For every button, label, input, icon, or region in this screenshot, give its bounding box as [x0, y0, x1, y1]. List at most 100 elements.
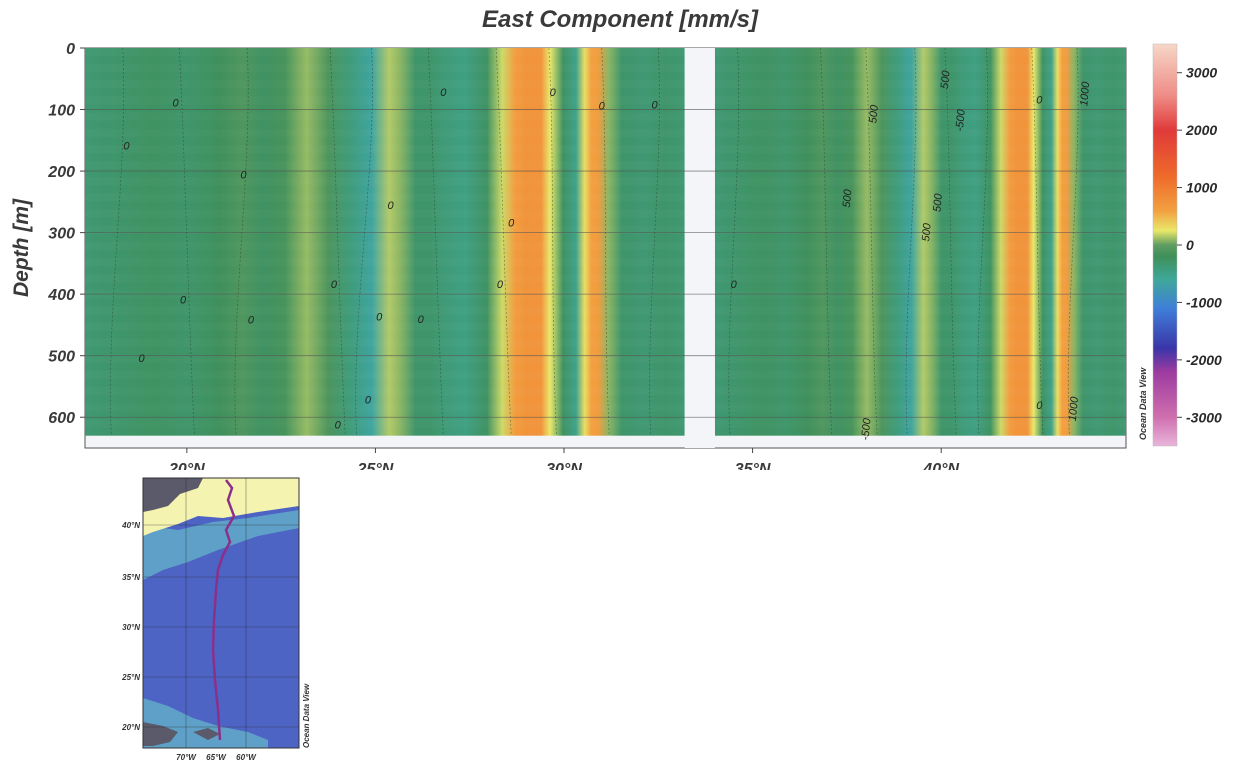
map-gridlines — [143, 478, 299, 748]
plot-area: 0 0 0 0 0 0 0 0 0 0 0 0 0 0 0 0 0 0 0 0 0 1000 1000 500 500 500 -5… — [84, 47, 1127, 449]
colorbar-bar — [1152, 43, 1178, 447]
contour-label: 0 — [1036, 94, 1043, 106]
contour-label: 0 — [387, 200, 394, 212]
map-slope-band — [143, 510, 299, 580]
colorbar-ticks: 3000 2000 1000 0 -1000 -2000 -3000 — [1177, 65, 1222, 425]
contour-line — [1067, 47, 1079, 436]
section-texture-band — [85, 161, 1126, 169]
contour-line — [355, 47, 373, 436]
depth-gridlines — [85, 109, 1126, 418]
colorbar-tick-label: 2000 — [1185, 122, 1217, 138]
contour-line — [427, 47, 444, 436]
contour-label: 500 — [939, 69, 953, 89]
section-texture-band — [85, 371, 1126, 379]
contour-label: 0 — [1036, 400, 1043, 412]
contour-label: 500 — [867, 104, 881, 124]
data-gap — [684, 48, 715, 448]
contour-lines — [110, 47, 1079, 436]
section-block-west — [85, 48, 685, 436]
plot-watermark: Ocean Data View — [1138, 367, 1148, 440]
contour-label: 0 — [248, 315, 255, 327]
section-texture-band — [85, 420, 1126, 428]
section-texture-band — [85, 145, 1126, 153]
map-lat-label: 20°N — [121, 723, 140, 732]
section-texture-band — [85, 403, 1126, 411]
section-texture-band — [85, 129, 1126, 137]
section-texture-band — [85, 323, 1126, 331]
x-tick-label: 40°N — [922, 461, 959, 470]
chart-title: East Component [mm/s] — [482, 6, 759, 33]
x-tick-label: 20°N — [168, 461, 205, 470]
contour-label: 0 — [550, 87, 557, 99]
contour-line — [329, 47, 346, 436]
map-latitude-ticks: 40°N 35°N 30°N 25°N 20°N — [121, 521, 140, 732]
contour-label: 0 — [365, 395, 372, 407]
y-tick-label: 500 — [48, 349, 75, 366]
section-block-east — [714, 48, 1126, 436]
contour-label: -500 — [954, 108, 968, 132]
contour-label: 0 — [335, 419, 342, 431]
map-lat-label: 40°N — [121, 521, 140, 530]
contour-line — [110, 47, 125, 436]
section-texture-band — [85, 64, 1126, 72]
map-land-north — [143, 478, 203, 512]
y-axis-label: Depth [m] — [10, 198, 33, 297]
map-area — [142, 477, 300, 749]
contour-line — [548, 47, 557, 436]
x-tick-label: 25°N — [357, 461, 394, 470]
colorbar-tick-label: -3000 — [1186, 409, 1222, 425]
contour-label: 0 — [508, 217, 515, 229]
section-texture-band — [85, 306, 1126, 314]
contour-line — [1031, 47, 1044, 436]
contour-line — [905, 47, 917, 436]
contour-label: 0 — [418, 314, 425, 326]
y-tick-label: 600 — [48, 410, 75, 427]
colorbar: 3000 2000 1000 0 -1000 -2000 -3000 — [1152, 43, 1222, 447]
y-tick-label: 0 — [66, 41, 75, 58]
contour-labels: 0 0 0 0 0 0 0 0 0 0 0 0 0 0 0 0 0 0 0 0 0 1000 1000 500 500 500 -5… — [123, 69, 1092, 441]
contour-label: 0 — [331, 279, 338, 291]
contour-line — [865, 47, 878, 436]
contour-label: 500 — [920, 222, 934, 242]
contour-line — [728, 47, 740, 436]
x-axis-ticks: 20°N 25°N 30°N 35°N 40°N — [168, 448, 960, 470]
map-lon-label: 65°W — [206, 753, 227, 762]
section-texture-band — [85, 96, 1126, 104]
contour-line — [944, 47, 957, 436]
contour-label: 0 — [731, 279, 738, 291]
y-tick-label: 300 — [48, 226, 75, 243]
section-texture-band — [85, 387, 1126, 395]
contour-line — [820, 47, 833, 436]
map-land-south — [143, 722, 178, 746]
map-lon-label: 70°W — [176, 753, 197, 762]
contour-line — [649, 47, 660, 436]
contour-label: 0 — [139, 353, 146, 365]
contour-label: 1000 — [1067, 395, 1081, 421]
map-lat-label: 30°N — [122, 623, 140, 632]
colorbar-tick-label: 1000 — [1186, 180, 1217, 196]
map-land-islands — [193, 728, 220, 740]
map-longitude-ticks: 70°W 65°W 60°W — [176, 753, 257, 762]
contour-label: 0 — [123, 141, 130, 153]
x-tick-label: 30°N — [546, 461, 582, 470]
velocity-section-fill — [85, 48, 1126, 448]
map-lon-label: 60°W — [236, 753, 257, 762]
colorbar-tick-label: -1000 — [1186, 294, 1222, 310]
contour-label: -500 — [860, 417, 874, 441]
contour-line — [601, 47, 610, 436]
section-texture-band — [85, 355, 1126, 363]
y-tick-label: 200 — [47, 164, 75, 181]
section-texture-band — [85, 48, 1126, 56]
contour-label: 0 — [376, 312, 383, 324]
section-texture-band — [85, 339, 1126, 347]
section-texture-band — [85, 80, 1126, 88]
contour-label: 0 — [180, 294, 187, 306]
colorbar-tick-label: -2000 — [1186, 352, 1222, 368]
contour-label: 0 — [599, 101, 606, 113]
y-tick-label: 100 — [48, 103, 75, 120]
cruise-track — [211, 479, 236, 741]
contour-label: 1000 — [1078, 80, 1092, 106]
contour-line — [495, 47, 512, 436]
contour-label: 500 — [841, 188, 855, 208]
contour-label: 0 — [240, 169, 247, 181]
